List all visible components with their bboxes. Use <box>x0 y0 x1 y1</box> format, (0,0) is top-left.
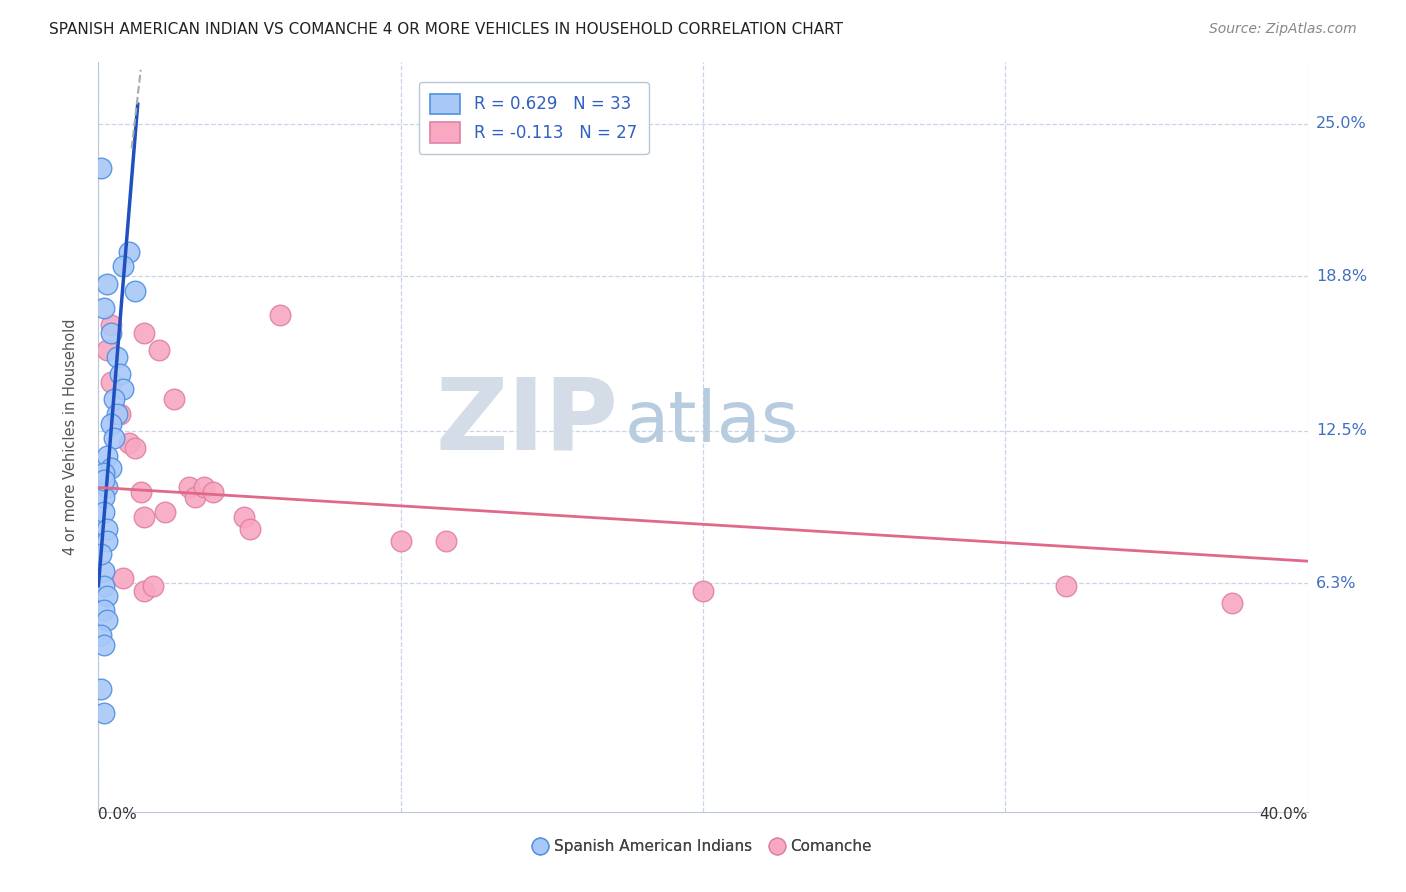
Point <box>142 579 165 593</box>
Point <box>93 466 115 480</box>
Y-axis label: 4 or more Vehicles in Household: 4 or more Vehicles in Household <box>63 318 77 556</box>
Point <box>108 368 131 382</box>
Point <box>184 490 207 504</box>
Point <box>124 441 146 455</box>
Point <box>129 485 152 500</box>
Point <box>202 485 225 500</box>
Text: ZIP: ZIP <box>436 374 619 471</box>
Point <box>93 603 115 617</box>
Point <box>1054 579 1077 593</box>
Point <box>100 417 122 431</box>
Text: 18.8%: 18.8% <box>1316 268 1367 284</box>
Point <box>100 326 122 340</box>
Point <box>239 522 262 536</box>
Point <box>105 350 128 364</box>
Point <box>111 571 134 585</box>
Point <box>93 473 115 487</box>
Point <box>118 244 141 259</box>
Point <box>269 309 291 323</box>
Point <box>93 706 115 721</box>
Text: 40.0%: 40.0% <box>1260 806 1308 822</box>
Point <box>111 260 134 274</box>
Point <box>96 277 118 291</box>
Point <box>96 534 118 549</box>
Point <box>96 343 118 357</box>
Point <box>132 510 155 524</box>
Point <box>1220 596 1243 610</box>
Point <box>434 534 457 549</box>
Point <box>93 579 115 593</box>
Point <box>132 583 155 598</box>
Point <box>163 392 186 406</box>
Point <box>148 343 170 357</box>
Point <box>93 564 115 578</box>
Point <box>103 431 125 445</box>
Point <box>100 318 122 333</box>
Point <box>124 284 146 298</box>
Point <box>105 407 128 421</box>
Point <box>96 613 118 627</box>
Point <box>100 375 122 389</box>
Point <box>90 161 112 175</box>
Text: atlas: atlas <box>624 388 799 457</box>
Point <box>96 480 118 494</box>
Point <box>90 628 112 642</box>
Point <box>132 326 155 340</box>
Point <box>93 505 115 519</box>
Point <box>108 407 131 421</box>
Point <box>90 547 112 561</box>
Point <box>118 436 141 450</box>
Point <box>389 534 412 549</box>
Point <box>96 589 118 603</box>
Text: Source: ZipAtlas.com: Source: ZipAtlas.com <box>1209 22 1357 37</box>
Point <box>232 510 254 524</box>
Point <box>96 522 118 536</box>
Point <box>93 638 115 652</box>
Point <box>103 392 125 406</box>
Point <box>93 490 115 504</box>
Point <box>96 449 118 463</box>
Point <box>179 480 201 494</box>
Text: 0.0%: 0.0% <box>98 806 138 822</box>
Point <box>153 505 176 519</box>
Point <box>100 460 122 475</box>
Text: 6.3%: 6.3% <box>1316 575 1357 591</box>
Point <box>692 583 714 598</box>
Point <box>90 681 112 696</box>
Point <box>93 301 115 315</box>
Text: 12.5%: 12.5% <box>1316 424 1367 439</box>
Point <box>193 480 215 494</box>
Text: SPANISH AMERICAN INDIAN VS COMANCHE 4 OR MORE VEHICLES IN HOUSEHOLD CORRELATION : SPANISH AMERICAN INDIAN VS COMANCHE 4 OR… <box>49 22 844 37</box>
Legend: Spanish American Indians, Comanche: Spanish American Indians, Comanche <box>529 833 877 860</box>
Point <box>111 382 134 396</box>
Text: 25.0%: 25.0% <box>1316 116 1367 131</box>
